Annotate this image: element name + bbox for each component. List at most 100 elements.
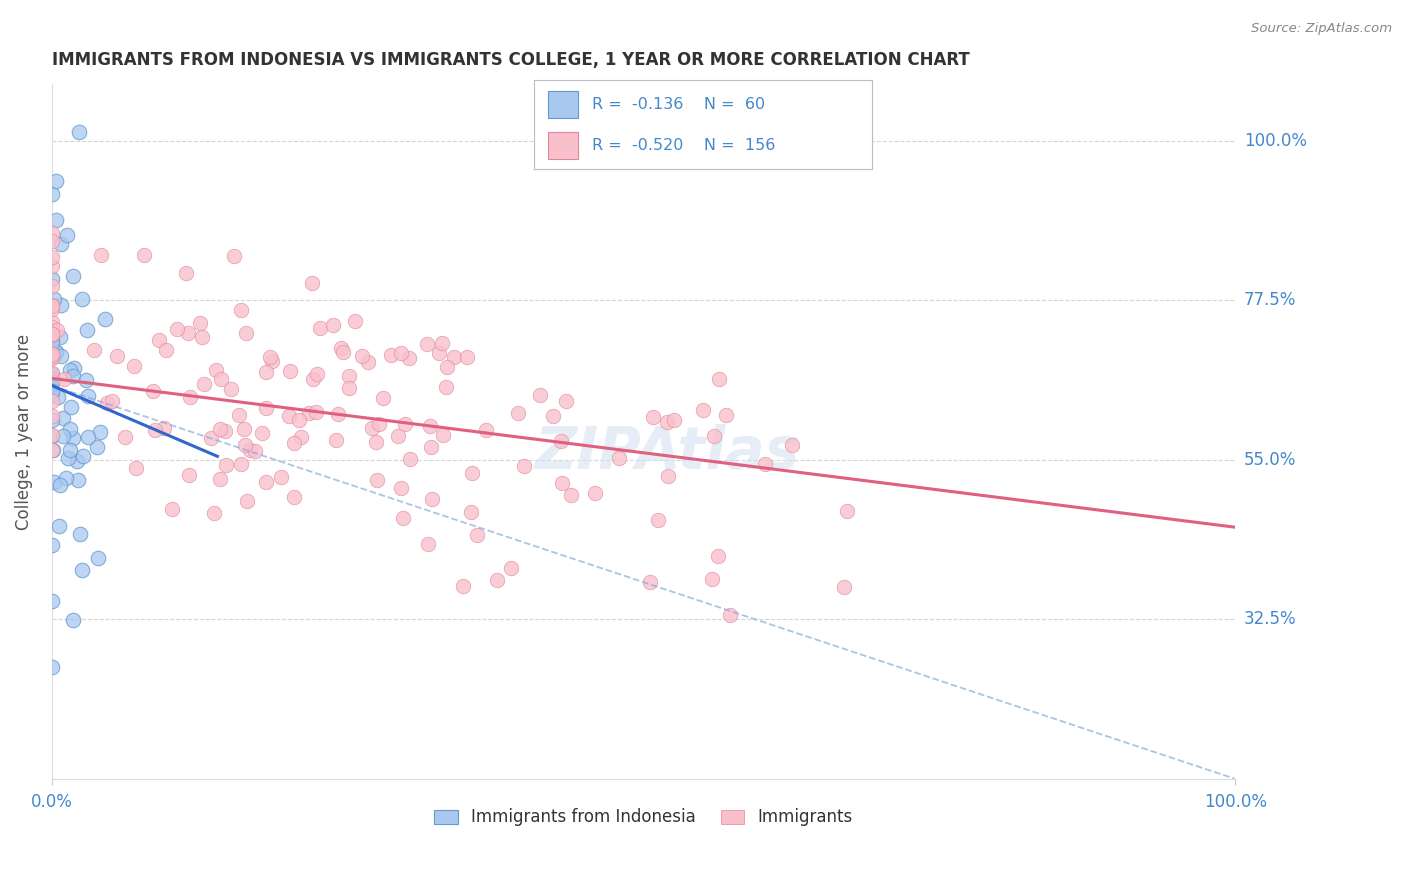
Point xyxy=(259,350,281,364)
Point xyxy=(229,457,252,471)
Point xyxy=(460,505,482,519)
Point xyxy=(298,406,321,420)
Point xyxy=(90,248,112,262)
Point xyxy=(655,415,678,429)
Point xyxy=(702,572,724,586)
Point xyxy=(288,413,311,427)
Point xyxy=(664,412,686,426)
Point xyxy=(76,323,98,337)
Point xyxy=(41,226,63,240)
Point xyxy=(45,344,67,359)
Point xyxy=(235,326,257,341)
Point xyxy=(41,366,63,380)
Point xyxy=(41,374,63,388)
Point xyxy=(41,368,63,383)
Point xyxy=(430,336,453,351)
Point xyxy=(65,454,87,468)
Point xyxy=(48,478,70,492)
Point xyxy=(326,408,349,422)
Point xyxy=(45,212,67,227)
Point xyxy=(350,349,373,363)
FancyBboxPatch shape xyxy=(548,91,578,118)
Point xyxy=(231,302,253,317)
Point xyxy=(278,364,301,378)
Point xyxy=(550,434,572,449)
Point xyxy=(832,580,855,594)
Legend: Immigrants from Indonesia, Immigrants: Immigrants from Indonesia, Immigrants xyxy=(427,802,859,833)
Point xyxy=(41,278,63,293)
Point xyxy=(322,318,344,332)
Point xyxy=(703,429,725,443)
Point xyxy=(52,411,75,425)
Point xyxy=(583,486,606,500)
Point xyxy=(368,417,391,431)
Point xyxy=(41,327,63,342)
Point xyxy=(465,527,488,541)
Point xyxy=(432,428,454,442)
Text: R =  -0.520    N =  156: R = -0.520 N = 156 xyxy=(592,138,775,153)
Point xyxy=(46,323,69,337)
Point xyxy=(89,425,111,439)
Point xyxy=(62,368,84,383)
Text: Source: ZipAtlas.com: Source: ZipAtlas.com xyxy=(1251,22,1392,36)
Point xyxy=(46,390,69,404)
Point xyxy=(177,326,200,340)
Point xyxy=(83,343,105,358)
Point xyxy=(718,608,741,623)
Point xyxy=(451,579,474,593)
Point xyxy=(434,380,457,394)
Point xyxy=(70,563,93,577)
Point xyxy=(41,413,63,427)
Point xyxy=(215,458,238,473)
Point xyxy=(42,292,65,306)
Point xyxy=(41,538,63,552)
Point xyxy=(529,388,551,402)
Point xyxy=(45,344,67,359)
Point xyxy=(177,467,200,482)
Point xyxy=(277,409,299,423)
Point xyxy=(436,360,458,375)
Point xyxy=(41,371,63,385)
Point xyxy=(551,476,574,491)
Point xyxy=(301,372,323,386)
Point xyxy=(380,348,402,362)
Point xyxy=(513,459,536,474)
Point xyxy=(41,336,63,351)
Point xyxy=(72,450,94,464)
Point xyxy=(41,328,63,343)
Point xyxy=(416,336,439,351)
Point xyxy=(105,349,128,363)
Point xyxy=(366,474,388,488)
Point xyxy=(155,343,177,358)
Point xyxy=(209,472,232,486)
Point xyxy=(86,440,108,454)
Point xyxy=(41,388,63,402)
Point xyxy=(607,450,630,465)
Point xyxy=(59,422,82,436)
Point xyxy=(364,434,387,449)
Point xyxy=(122,359,145,374)
Point xyxy=(67,125,90,139)
Point xyxy=(394,417,416,431)
Point xyxy=(69,527,91,541)
Point xyxy=(835,504,858,518)
Point xyxy=(41,319,63,334)
Point xyxy=(41,299,63,313)
Point xyxy=(49,298,72,312)
Text: 77.5%: 77.5% xyxy=(1244,292,1296,310)
Point xyxy=(506,406,529,420)
Point xyxy=(657,469,679,483)
Point xyxy=(456,350,478,364)
Point xyxy=(641,410,664,425)
Point xyxy=(62,613,84,627)
Point xyxy=(427,345,450,359)
Point xyxy=(219,382,242,396)
Y-axis label: College, 1 year or more: College, 1 year or more xyxy=(15,334,32,530)
Point xyxy=(361,421,384,435)
FancyBboxPatch shape xyxy=(548,132,578,159)
Point xyxy=(94,312,117,326)
Point xyxy=(59,362,82,376)
Point xyxy=(398,351,420,365)
Point xyxy=(337,368,360,383)
Point xyxy=(101,393,124,408)
